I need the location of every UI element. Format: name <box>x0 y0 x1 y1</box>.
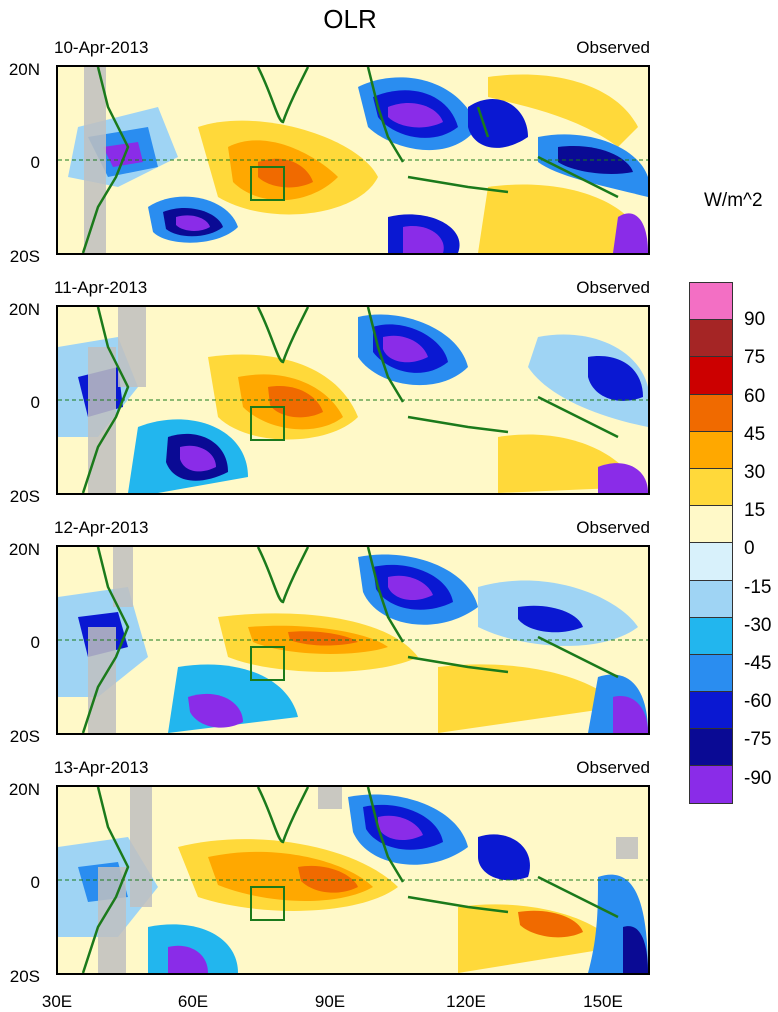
colorbar-box <box>689 542 733 581</box>
lon-tick-90e: 90E <box>314 992 346 1011</box>
panel-date: 13-Apr-2013 <box>54 758 149 777</box>
colorbar-label: -60 <box>744 691 772 713</box>
lat-tick-20n: 20N <box>8 60 40 79</box>
map-panel-2: 11-Apr-2013 Observed 20N 0 20S <box>0 278 700 518</box>
colorbar-label: -90 <box>744 767 772 789</box>
map-panel-1: 10-Apr-2013 Observed 20N 0 20S <box>0 38 700 278</box>
panel-date: 12-Apr-2013 <box>54 518 149 537</box>
colorbar-box <box>689 319 733 358</box>
colorbar-label: 0 <box>744 538 755 560</box>
lat-tick-20n: 20N <box>8 540 40 559</box>
colorbar-box <box>689 653 733 693</box>
colorbar-box <box>689 282 733 321</box>
lat-tick-20s: 20S <box>9 247 40 266</box>
olr-map <box>56 305 650 495</box>
colorbar-label: 75 <box>744 347 766 369</box>
chart-title: OLR <box>323 4 377 34</box>
colorbar-label: -15 <box>744 576 772 598</box>
lon-tick-150e: 150E <box>583 992 623 1011</box>
colorbar-label: 15 <box>744 500 766 522</box>
colorbar-box <box>689 505 733 544</box>
lat-tick-20s: 20S <box>9 967 40 986</box>
lon-tick-30e: 30E <box>41 992 73 1011</box>
colorbar-label: 45 <box>744 423 766 445</box>
lat-tick-20s: 20S <box>9 487 40 506</box>
colorbar-label: 30 <box>744 462 766 483</box>
colorbar-label: 60 <box>744 385 766 407</box>
panel-label: Observed <box>576 518 650 537</box>
colorbar-label: 90 <box>744 309 766 331</box>
lat-tick-0: 0 <box>30 153 40 172</box>
lat-tick-20s: 20S <box>9 727 40 746</box>
map-panel-3: 12-Apr-2013 Observed 20N 0 20S <box>0 518 700 758</box>
colorbar-box <box>689 356 733 395</box>
colorbar-units: W/m^2 <box>704 190 763 211</box>
lat-tick-0: 0 <box>30 873 40 892</box>
lon-tick-120e: 120E <box>446 992 486 1011</box>
lat-tick-20n: 20N <box>8 780 40 799</box>
lat-tick-0: 0 <box>30 633 40 652</box>
map-panel-4: 13-Apr-2013 Observed 20N 0 20S <box>0 758 700 998</box>
colorbar-label: -75 <box>744 729 772 751</box>
panel-date: 10-Apr-2013 <box>54 38 149 57</box>
colorbar-label: -45 <box>744 653 772 674</box>
colorbar-box <box>689 467 733 507</box>
olr-map <box>56 785 650 975</box>
colorbar-label: -30 <box>744 614 772 636</box>
panel-label: Observed <box>576 758 650 777</box>
panel-label: Observed <box>576 38 650 57</box>
colorbar-box <box>689 430 733 469</box>
olr-map <box>56 545 650 735</box>
colorbar-box <box>689 728 733 767</box>
olr-map <box>56 65 650 255</box>
lat-tick-0: 0 <box>30 393 40 412</box>
colorbar-box <box>689 616 733 655</box>
colorbar-box <box>689 765 733 804</box>
colorbar-box <box>689 393 733 432</box>
lat-tick-20n: 20N <box>8 300 40 319</box>
lon-tick-60e: 60E <box>177 992 209 1011</box>
panel-label: Observed <box>576 278 650 297</box>
panel-date: 11-Apr-2013 <box>54 278 148 297</box>
colorbar-box <box>689 579 733 618</box>
colorbar-box <box>689 691 733 730</box>
colorbar <box>689 282 733 804</box>
